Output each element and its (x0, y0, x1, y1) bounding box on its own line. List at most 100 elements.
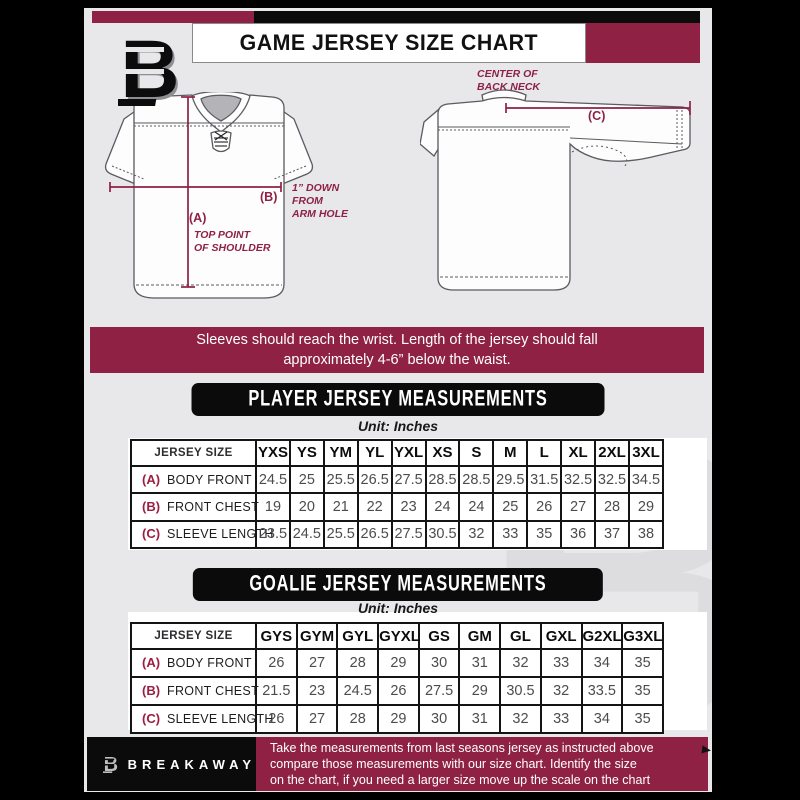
measurement-line-c (505, 101, 691, 115)
measurement-value-cell: 31 (458, 648, 502, 679)
measurement-value-cell: 31.5 (526, 464, 563, 495)
size-chart-content: B GAME JERSEY SIZE CHART B B (84, 8, 712, 792)
measurement-value-cell: 35 (621, 704, 664, 734)
footer-line2: compare those measurements with our size… (270, 757, 637, 771)
title-maroon-block (586, 23, 700, 63)
measurement-value-cell: 37 (594, 519, 630, 550)
measurement-row-label: (B) FRONT CHEST (130, 676, 259, 707)
table-row: (A) BODY FRONT 24.5 25 25.5 26.5 27.5 28.5 28.5 2… (130, 464, 665, 495)
size-column-header: S (458, 439, 495, 467)
measurement-value-cell: 29 (458, 676, 502, 707)
measurement-value-cell: 27.5 (390, 464, 427, 495)
breakaway-b-logo-icon: B B (118, 26, 178, 112)
measurement-value-cell: 23 (295, 676, 339, 707)
table-corner-header: JERSEY SIZE (130, 439, 257, 467)
size-column-header: YXL (390, 439, 427, 467)
size-column-header: M (492, 439, 529, 467)
measurement-value-cell: 32 (458, 519, 495, 550)
size-column-header: GXL (539, 621, 583, 651)
table-row: (B) FRONT CHEST 19 20 21 22 23 24 24 25 26 27 28 29 (130, 492, 665, 522)
measurement-value-cell: 29 (377, 704, 420, 734)
measurement-value-cell: 26 (526, 492, 563, 522)
info-banner-line2: approximately 4-6” below the waist. (283, 352, 511, 368)
footer-line1: Take the measurements from last seasons … (270, 741, 654, 755)
measurement-value-cell: 29 (377, 648, 420, 679)
size-column-header: G3XL (621, 621, 664, 651)
measurement-value-cell: 25 (492, 492, 529, 522)
measurement-value-cell: 27.5 (417, 676, 461, 707)
back-jersey-diagram (420, 89, 691, 291)
breakaway-b-logo-small-icon: B (103, 754, 118, 776)
info-banner: Sleeves should reach the wrist. Length o… (90, 327, 704, 373)
measurement-value-cell: 19 (255, 492, 291, 522)
measurement-row-label: (C) SLEEVE LENGTH (130, 704, 273, 734)
size-column-header: GYL (336, 621, 380, 651)
footer-line3: on the chart, if you need a larger size … (270, 773, 651, 787)
measurement-value-cell: 38 (627, 519, 665, 550)
page-title: GAME JERSEY SIZE CHART (192, 23, 586, 63)
measurement-value-cell: 28 (594, 492, 630, 522)
measurement-value-cell: 25 (288, 464, 325, 495)
footer-brand-block: B BREAKAWAY (87, 737, 256, 791)
measurement-value-cell: 34 (580, 648, 624, 679)
table-row: (A) BODY FRONT 26 27 28 29 30 31 32 33 34 35 (130, 648, 664, 679)
measurement-value-cell: 33 (539, 704, 583, 734)
size-column-header: YS (288, 439, 325, 467)
top-accent-bar-black (254, 11, 700, 23)
size-column-header: G2XL (580, 621, 624, 651)
measurement-value-cell: 26 (377, 676, 420, 707)
measurement-value-cell: 29.5 (492, 464, 529, 495)
measurement-value-cell: 27 (295, 704, 339, 734)
page-title-text: GAME JERSEY SIZE CHART (239, 30, 539, 55)
measurement-value-cell: 32 (539, 676, 583, 707)
table-row: (C) SLEEVE LENGTH 23.5 24.5 25.5 26.5 27.5 30.5… (130, 519, 665, 550)
goalie-section-banner: GOALIE JERSEY MEASUREMENTS (192, 568, 604, 601)
measurement-value-cell: 28.5 (424, 464, 461, 495)
player-size-table: JERSEY SIZE YXS YS YM YL YXL XS S M L XL 2XL 3XL (A) B… (130, 439, 665, 550)
table-row: (B) FRONT CHEST 21.5 23 24.5 26 27.5 29 30.5 32 33… (130, 676, 664, 707)
size-column-header: 3XL (627, 439, 665, 467)
label-a: (A) (189, 211, 207, 225)
measurement-value-cell: 24.5 (336, 676, 380, 707)
measurement-row-label: (A) BODY FRONT (130, 648, 257, 679)
measurement-value-cell: 35 (621, 648, 664, 679)
measurement-value-cell: 35 (621, 676, 664, 707)
note-top-point-of-shoulder: TOP POINT OF SHOULDER (194, 229, 271, 254)
goalie-size-table: JERSEY SIZE GYS GYM GYL GYXL GS GM GL GXL G2XL G3X… (130, 621, 664, 734)
measurement-value-cell: 20 (288, 492, 325, 522)
measurement-value-cell: 24 (424, 492, 461, 522)
measurement-value-cell: 30 (417, 704, 461, 734)
measurement-value-cell: 27 (560, 492, 597, 522)
size-column-header: GL (499, 621, 542, 651)
measurement-value-cell: 24.5 (255, 464, 291, 495)
note-down-from-armhole: 1” DOWN FROM ARM HOLE (292, 182, 348, 220)
measurement-value-cell: 31 (458, 704, 502, 734)
size-column-header: GYS (255, 621, 298, 651)
measurement-value-cell: 32 (499, 704, 542, 734)
label-c: (C) (588, 109, 606, 123)
measurement-value-cell: 26.5 (356, 464, 393, 495)
size-column-header: GYM (295, 621, 339, 651)
measurement-value-cell: 30 (417, 648, 461, 679)
measurement-value-cell: 21.5 (255, 676, 298, 707)
footer-instructions: Take the measurements from last seasons … (256, 737, 708, 791)
measurement-value-cell: 28.5 (458, 464, 495, 495)
measurement-lines-front (109, 96, 282, 288)
measurement-value-cell: 30.5 (499, 676, 542, 707)
measurement-value-cell: 34.5 (627, 464, 665, 495)
measurement-value-cell: 28 (336, 648, 380, 679)
size-column-header: XL (560, 439, 597, 467)
measurement-value-cell: 32.5 (594, 464, 630, 495)
measurement-value-cell: 27.5 (390, 519, 427, 550)
measurement-value-cell: 24.5 (288, 519, 325, 550)
measurement-value-cell: 36 (560, 519, 597, 550)
label-b: (B) (260, 190, 278, 204)
measurement-value-cell: 33 (492, 519, 529, 550)
cursor-pointer-icon (701, 745, 712, 755)
player-section-banner: PLAYER JERSEY MEASUREMENTS (191, 383, 605, 416)
measurement-value-cell: 29 (627, 492, 665, 522)
size-column-header: YXS (255, 439, 291, 467)
table-row: (C) SLEEVE LENGTH 26 27 28 29 30 31 32 33 34 35 (130, 704, 664, 734)
measurement-value-cell: 26.5 (356, 519, 393, 550)
